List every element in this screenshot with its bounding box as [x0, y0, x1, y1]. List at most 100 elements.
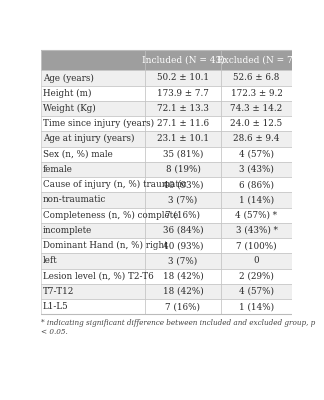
Text: Dominant Hand (n, %) right: Dominant Hand (n, %) right	[43, 241, 168, 250]
Text: 0: 0	[254, 256, 259, 266]
Bar	[40, 223, 145, 238]
Text: Age at injury (years): Age at injury (years)	[43, 134, 134, 144]
Text: 36 (84%): 36 (84%)	[163, 226, 203, 235]
Text: 2 (29%): 2 (29%)	[239, 272, 274, 281]
Bar	[40, 162, 145, 177]
Text: 3 (43%) *: 3 (43%) *	[236, 226, 277, 235]
Text: 40 (93%): 40 (93%)	[163, 241, 203, 250]
Text: incomplete: incomplete	[43, 226, 92, 235]
Bar	[40, 146, 145, 162]
Bar	[40, 116, 145, 131]
Text: 28.6 ± 9.4: 28.6 ± 9.4	[233, 134, 280, 144]
Bar	[145, 50, 221, 70]
Text: 1 (14%): 1 (14%)	[239, 302, 274, 311]
Text: Time since injury (years): Time since injury (years)	[43, 119, 154, 128]
Text: 27.1 ± 11.6: 27.1 ± 11.6	[157, 119, 209, 128]
Text: 7 (16%): 7 (16%)	[166, 211, 201, 220]
Bar	[221, 268, 292, 284]
Text: L1-L5: L1-L5	[43, 302, 68, 311]
Bar	[145, 116, 221, 131]
Bar	[145, 162, 221, 177]
Bar	[145, 101, 221, 116]
Bar	[221, 177, 292, 192]
Bar	[221, 162, 292, 177]
Bar	[221, 131, 292, 146]
Bar	[221, 86, 292, 101]
Text: 1 (14%): 1 (14%)	[239, 196, 274, 204]
Text: Height (m): Height (m)	[43, 89, 91, 98]
Text: 72.1 ± 13.3: 72.1 ± 13.3	[157, 104, 209, 113]
Bar	[221, 253, 292, 268]
Text: female: female	[43, 165, 73, 174]
Text: Weight (Kg): Weight (Kg)	[43, 104, 96, 113]
Text: 50.2 ± 10.1: 50.2 ± 10.1	[157, 74, 209, 82]
Text: Lesion level (n, %) T2-T6: Lesion level (n, %) T2-T6	[43, 272, 154, 281]
Bar	[145, 192, 221, 208]
Bar	[40, 299, 145, 314]
Text: 8 (19%): 8 (19%)	[166, 165, 201, 174]
Bar	[145, 86, 221, 101]
Text: 173.9 ± 7.7: 173.9 ± 7.7	[157, 89, 209, 98]
Bar	[221, 116, 292, 131]
Bar	[221, 101, 292, 116]
Text: 24.0 ± 12.5: 24.0 ± 12.5	[230, 119, 283, 128]
Bar	[221, 284, 292, 299]
Bar	[40, 238, 145, 253]
Bar	[221, 223, 292, 238]
Bar	[40, 70, 145, 86]
Text: non-traumatic: non-traumatic	[43, 196, 106, 204]
Text: 23.1 ± 10.1: 23.1 ± 10.1	[157, 134, 209, 144]
Text: left: left	[43, 256, 57, 266]
Text: 4 (57%): 4 (57%)	[239, 150, 274, 159]
Bar	[40, 284, 145, 299]
Text: 35 (81%): 35 (81%)	[163, 150, 203, 159]
Bar	[40, 177, 145, 192]
Text: Included (N = 43): Included (N = 43)	[142, 56, 224, 64]
Text: 52.6 ± 6.8: 52.6 ± 6.8	[233, 74, 280, 82]
Bar	[221, 50, 292, 70]
Text: 4 (57%): 4 (57%)	[239, 287, 274, 296]
Text: 172.3 ± 9.2: 172.3 ± 9.2	[230, 89, 283, 98]
Text: 18 (42%): 18 (42%)	[163, 272, 203, 281]
Text: 4 (57%) *: 4 (57%) *	[236, 211, 277, 220]
Bar	[145, 177, 221, 192]
Bar	[145, 253, 221, 268]
Bar	[145, 223, 221, 238]
Text: 7 (16%): 7 (16%)	[166, 302, 201, 311]
Bar	[221, 208, 292, 223]
Bar	[145, 299, 221, 314]
Bar	[40, 253, 145, 268]
Bar	[40, 268, 145, 284]
Bar	[40, 101, 145, 116]
Bar	[145, 131, 221, 146]
Bar	[40, 50, 145, 70]
Text: 3 (7%): 3 (7%)	[168, 256, 198, 266]
Bar	[145, 268, 221, 284]
Text: * indicating significant difference between included and excluded group, p < 0.0: * indicating significant difference betw…	[41, 319, 316, 336]
Text: 7 (100%): 7 (100%)	[236, 241, 277, 250]
Bar	[221, 192, 292, 208]
Text: Sex (n, %) male: Sex (n, %) male	[43, 150, 112, 159]
Bar	[40, 208, 145, 223]
Text: 3 (43%): 3 (43%)	[239, 165, 274, 174]
Text: Excluded (N = 7): Excluded (N = 7)	[217, 56, 296, 64]
Text: Completeness (n, %) complete: Completeness (n, %) complete	[43, 211, 178, 220]
Bar	[221, 238, 292, 253]
Bar	[221, 299, 292, 314]
Bar	[145, 70, 221, 86]
Text: T7-T12: T7-T12	[43, 287, 74, 296]
Bar	[145, 284, 221, 299]
Text: 40 (93%): 40 (93%)	[163, 180, 203, 189]
Text: Cause of injury (n, %) traumatic: Cause of injury (n, %) traumatic	[43, 180, 186, 189]
Bar	[40, 131, 145, 146]
Bar	[40, 192, 145, 208]
Bar	[221, 146, 292, 162]
Bar	[40, 86, 145, 101]
Bar	[145, 146, 221, 162]
Bar	[145, 238, 221, 253]
Bar	[221, 70, 292, 86]
Text: 74.3 ± 14.2: 74.3 ± 14.2	[230, 104, 283, 113]
Text: 3 (7%): 3 (7%)	[168, 196, 198, 204]
Text: 18 (42%): 18 (42%)	[163, 287, 203, 296]
Bar	[145, 208, 221, 223]
